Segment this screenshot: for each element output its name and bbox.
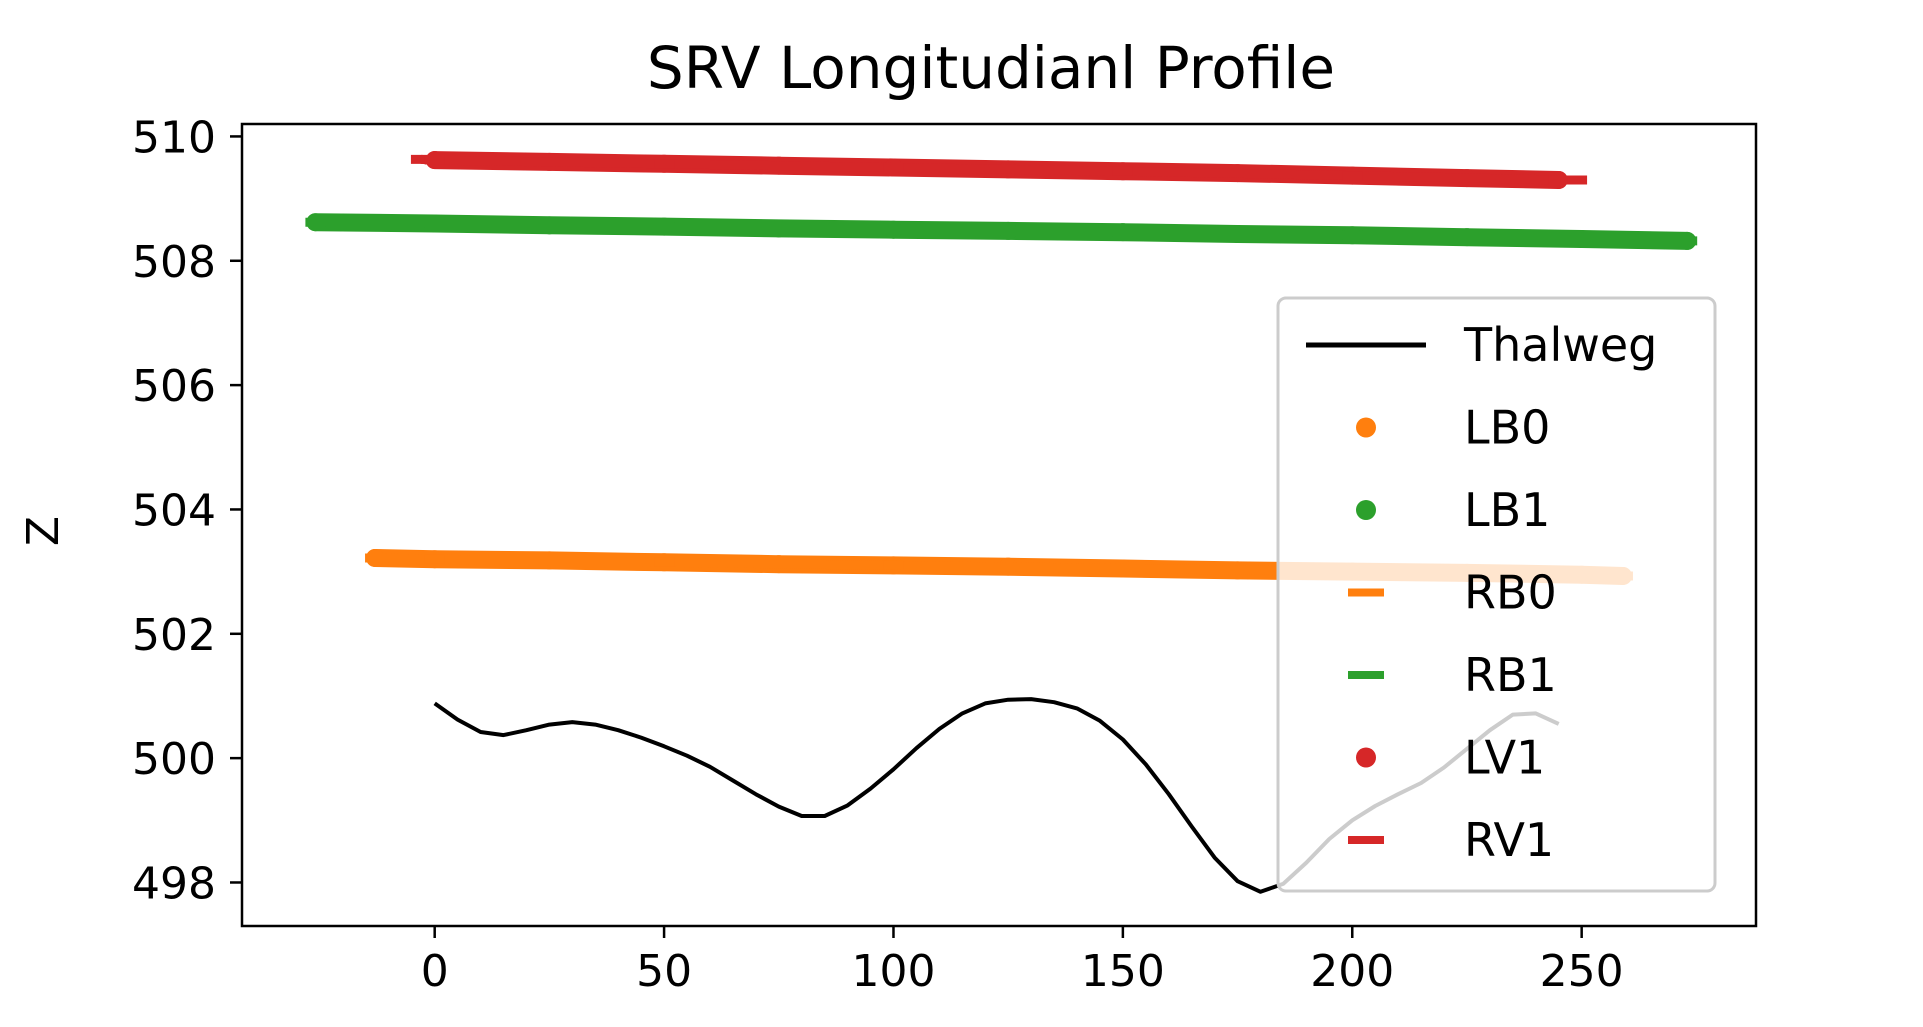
y-tick-label: 508 [132,237,216,288]
y-axis: 498 500 502 504 506 508 510 [132,112,242,909]
y-tick-label: 504 [132,485,216,536]
legend-label-rb1: RB1 [1464,648,1557,702]
y-tick-label: 498 [132,858,216,909]
y-tick-label: 506 [132,361,216,412]
legend-swatch-lb0 [1356,417,1376,438]
legend: Thalweg LB0 LB1 RB0 RB1 LV1 RV1 [1276,296,1717,893]
chart-title: SRV Longitudianl Profile [647,34,1335,102]
legend-swatch-lb1 [1356,500,1376,520]
series-band-rv1 [420,154,1578,185]
plot-frame [240,122,1758,928]
x-tick-label: 200 [1310,946,1394,997]
legend-label-lv1: LV1 [1464,731,1545,785]
x-axis: 0 50 100 150 200 250 [421,926,1624,997]
legend-label-rb0: RB0 [1464,566,1557,620]
legend-label-lb1: LB1 [1464,483,1550,537]
x-tick-label: 0 [421,946,449,997]
x-tick-label: 50 [636,946,692,997]
legend-swatch-lv1 [1356,747,1376,768]
y-tick-label: 502 [132,610,216,661]
y-tick-label: 500 [132,734,216,785]
legend-label-thalweg: Thalweg [1463,318,1657,372]
legend-box [1276,296,1717,893]
series-band-rb1 [315,217,1688,246]
x-tick-label: 250 [1540,946,1624,997]
x-tick-label: 150 [1081,946,1165,997]
legend-label-rv1: RV1 [1464,813,1554,867]
y-tick-label: 510 [132,112,216,163]
x-tick-label: 100 [851,946,935,997]
legend-label-lb0: LB0 [1464,401,1550,455]
y-axis-label: Z [18,516,69,546]
